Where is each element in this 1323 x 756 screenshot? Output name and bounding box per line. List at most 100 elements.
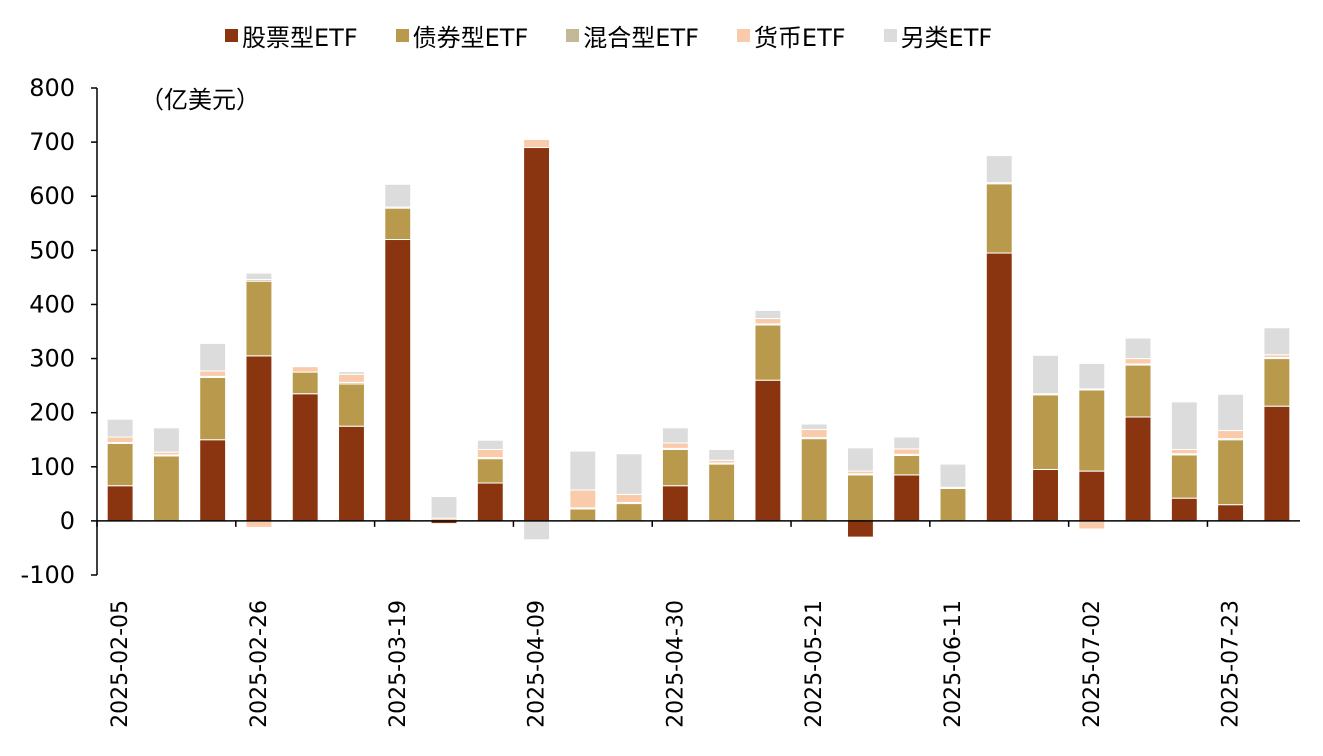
bar-segment-5 [893, 436, 921, 450]
bar-segment-5 [523, 520, 551, 541]
x-tick-label: 2025-02-05 [108, 600, 133, 728]
bar-segment-5 [476, 439, 504, 450]
bar-segment-4 [893, 448, 921, 455]
bar-segment-1 [1032, 468, 1059, 522]
bar-segment-2 [384, 207, 412, 241]
bar-segment-5 [800, 423, 828, 430]
bar-segment-4 [245, 520, 273, 528]
legend-label-mixed: 混合型ETF [583, 24, 699, 52]
bar-segment-1 [1124, 416, 1152, 522]
bar-segment-4 [800, 428, 828, 439]
bar-segment-1 [1263, 405, 1291, 522]
legend-label-stock: 股票型ETF [242, 24, 358, 52]
bar-segment-1 [106, 485, 134, 522]
bar-segment-2 [1263, 358, 1291, 407]
legend-item-alternative: 另类ETF [883, 18, 993, 53]
bar-segment-1 [661, 485, 689, 522]
legend-label-bond: 债券型ETF [412, 24, 529, 52]
bar-segment-1 [291, 393, 319, 522]
bar-segment-2 [1217, 439, 1245, 506]
bar-segment-2 [846, 474, 874, 522]
bar-segment-5 [661, 427, 689, 444]
legend-swatch-stock [225, 29, 238, 42]
bar-segment-5 [1078, 362, 1106, 390]
bar-segment-2 [615, 503, 643, 522]
bar-segment-5 [1032, 354, 1059, 395]
bar-segment-1 [476, 482, 504, 522]
bar-segment-1 [754, 379, 782, 522]
legend-item-stock: 股票型ETF [225, 18, 358, 53]
y-tick-label: -100 [21, 561, 75, 589]
bar-segment-5 [152, 427, 180, 453]
bar-segment-2 [152, 455, 180, 522]
legend-swatch-mixed [566, 29, 580, 42]
bar-segment-5 [1217, 393, 1245, 432]
bar-segment-2 [800, 438, 828, 522]
bar-segment-1 [1217, 504, 1245, 522]
bar-segment-2 [708, 463, 736, 522]
bar-segment-1 [1170, 497, 1198, 522]
bar-segment-2 [199, 376, 227, 441]
bar-segment-4 [1170, 448, 1198, 455]
y-tick-label: 100 [29, 453, 75, 481]
bar-segment-5 [199, 342, 227, 372]
bar-segment-2 [985, 183, 1013, 254]
bar-segment-2 [1170, 454, 1198, 499]
y-tick-label: 500 [29, 236, 75, 264]
bar-segment-2 [754, 324, 782, 381]
bar-segment-4 [1078, 520, 1106, 530]
x-tick-label: 2025-07-23 [1219, 600, 1244, 728]
legend-swatch-bond [395, 29, 409, 42]
x-tick-label: 2025-07-02 [1080, 600, 1105, 728]
bar-segment-4 [291, 366, 319, 373]
x-tick-label: 2025-04-30 [663, 600, 688, 728]
bar-segment-5 [384, 183, 412, 208]
bar-segment-4 [106, 436, 134, 443]
bar-segment-5 [1263, 327, 1291, 356]
x-tick-label: 2025-03-19 [386, 600, 411, 728]
bar-segment-2 [1032, 394, 1059, 470]
bar-segment-5 [338, 371, 365, 375]
bar-segment-5 [1170, 401, 1198, 450]
bar-segment-1 [245, 355, 273, 522]
bar-segment-5 [939, 463, 967, 488]
bar-segment-2 [476, 458, 504, 484]
bar-segment-1 [846, 520, 874, 538]
bar-segment-1 [985, 252, 1013, 522]
x-tick-label: 2025-06-11 [941, 600, 966, 728]
y-tick-label: 200 [29, 399, 75, 427]
legend-label-alternative: 另类ETF [900, 24, 993, 52]
bar-segment-2 [1078, 389, 1106, 472]
legend-swatch-money [736, 29, 750, 42]
bar-segment-1 [384, 239, 412, 522]
legend: 股票型ETF 债券型ETF 混合型ETF 货币ETF 另类ETF [225, 18, 992, 53]
bar-segment-2 [1124, 364, 1152, 418]
bar-segment-5 [106, 418, 134, 438]
bar-segment-2 [569, 508, 597, 522]
x-tick-label: 2025-02-26 [247, 600, 272, 728]
bar-segment-2 [893, 454, 921, 476]
bar-segment-1 [199, 439, 227, 522]
bar-segment-1 [523, 147, 551, 522]
bar-segment-4 [1124, 358, 1152, 365]
bar-segment-4 [754, 318, 782, 325]
legend-item-money: 货币ETF [736, 18, 846, 53]
bar-segment-5 [708, 448, 736, 461]
bar-segment-1 [1078, 470, 1106, 522]
legend-swatch-alternative [883, 29, 897, 42]
legend-item-bond: 债券型ETF [395, 18, 529, 53]
bar-segment-5 [430, 496, 458, 519]
x-tick-label: 2025-04-09 [525, 600, 550, 728]
bar-segment-2 [661, 448, 689, 487]
bar-segment-5 [754, 309, 782, 320]
bar-segment-5 [615, 453, 643, 495]
bar-segment-4 [1217, 430, 1245, 440]
unit-label: （亿美元） [140, 86, 260, 114]
bar-segment-4 [476, 448, 504, 459]
bar-segment-4 [569, 489, 597, 509]
bar-segment-5 [985, 155, 1013, 184]
bar-segment-4 [523, 138, 551, 149]
bar-segment-1 [893, 474, 921, 522]
y-tick-label: 0 [60, 507, 75, 535]
